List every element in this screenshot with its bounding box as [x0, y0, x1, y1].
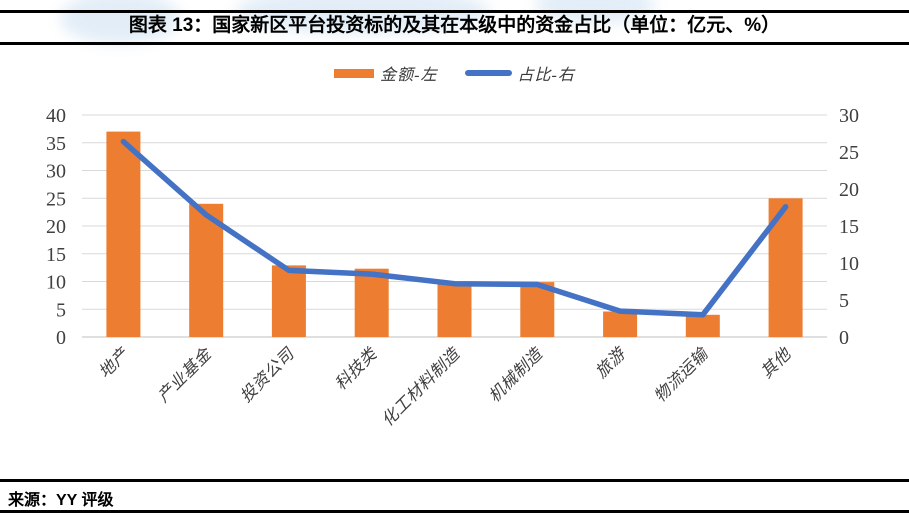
svg-text:0: 0	[839, 327, 849, 349]
svg-text:15: 15	[839, 216, 859, 238]
svg-text:5: 5	[56, 299, 66, 321]
svg-text:20: 20	[46, 216, 66, 238]
source-text: 来源：YY 评级	[8, 492, 114, 509]
svg-text:25: 25	[46, 188, 66, 210]
svg-text:产业基金: 产业基金	[154, 343, 217, 406]
svg-text:10: 10	[839, 253, 859, 275]
svg-text:科技类: 科技类	[331, 343, 382, 394]
chart-svg: 0 5 10 15 20 25 30 35 40 0 5 10 15 20 25 30 地产 产业基金 投资公司 科技…	[46, 105, 859, 430]
legend-item-ratio: 占比-右	[464, 61, 575, 85]
svg-text:物流运输: 物流运输	[650, 343, 713, 406]
svg-text:30: 30	[46, 161, 66, 183]
svg-text:化工材料制造: 化工材料制造	[378, 344, 464, 430]
svg-text:其他: 其他	[757, 344, 795, 382]
svg-text:投资公司: 投资公司	[236, 344, 298, 406]
line-series-swatch	[464, 70, 512, 76]
footer-bottom-rule	[0, 510, 909, 513]
svg-text:10: 10	[46, 272, 66, 294]
figure-title: 图表 13：国家新区平台投资标的及其在本级中的资金占比（单位：亿元、%）	[128, 15, 781, 36]
footer-top-rule	[0, 479, 909, 482]
svg-text:0: 0	[56, 327, 66, 349]
top-rule	[0, 10, 909, 13]
bar-series-swatch	[334, 68, 375, 78]
svg-text:25: 25	[839, 142, 859, 164]
svg-text:20: 20	[839, 179, 859, 201]
title-underline-rule	[0, 42, 909, 45]
legend-item-amount: 金额-左	[334, 61, 437, 85]
svg-text:地产: 地产	[95, 344, 133, 382]
legend-label-amount: 金额-左	[380, 67, 438, 84]
svg-text:35: 35	[46, 133, 66, 155]
svg-text:40: 40	[46, 105, 66, 127]
legend-label-ratio: 占比-右	[517, 67, 575, 84]
svg-text:旅游: 旅游	[591, 343, 630, 382]
svg-text:机械制造: 机械制造	[485, 344, 547, 406]
svg-text:30: 30	[839, 105, 859, 127]
chart-legend: 金额-左 占比-右	[0, 62, 909, 84]
svg-text:15: 15	[46, 244, 66, 266]
watermark-blob	[60, 0, 180, 44]
svg-text:5: 5	[839, 290, 849, 312]
